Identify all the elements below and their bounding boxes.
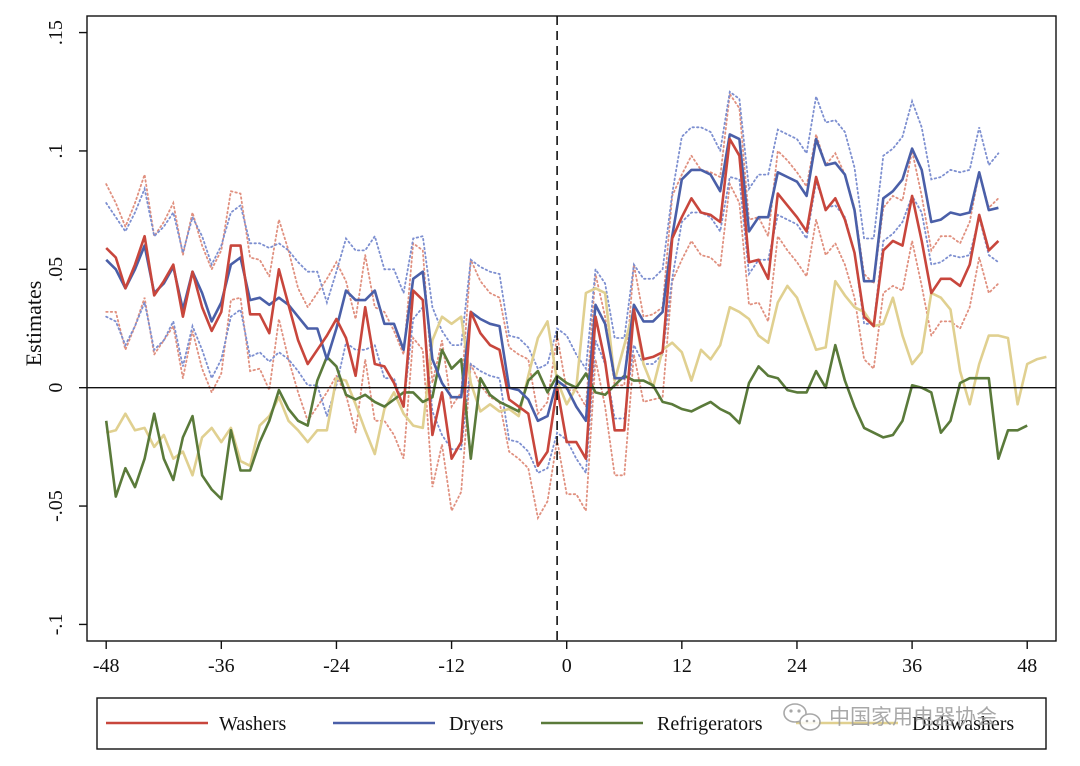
x-tick-label: -48 <box>93 655 120 677</box>
legend: Washers Dryers Refrigerators Dishwashers中国家… <box>96 697 1047 750</box>
dryers-line <box>105 133 999 423</box>
wechat-icon <box>783 703 821 731</box>
watermark: 中国家用电器协会 <box>783 703 997 731</box>
plot-frame <box>86 15 1057 642</box>
washers-ci-lower-line <box>105 181 1000 521</box>
x-tick-label: 12 <box>672 655 692 677</box>
refrigerators-legend-label: Refrigerators <box>657 713 763 735</box>
y-tick-label: -.05 <box>45 490 67 522</box>
y-tick-label: .1 <box>45 143 67 158</box>
watermark-text: 中国家用电器协会 <box>829 705 997 729</box>
y-tick-label: -.1 <box>45 614 67 636</box>
x-tick-label: 24 <box>787 655 807 677</box>
dryers-legend-label: Dryers <box>449 713 504 735</box>
dishwashers-legend-label: Dishwashers <box>912 713 1014 735</box>
y-tick-label: .15 <box>45 20 67 45</box>
y-tick-label: 0 <box>45 383 67 393</box>
x-tick-label: -36 <box>208 655 235 677</box>
x-tick-label: -12 <box>438 655 465 677</box>
x-tick-label: 0 <box>562 655 572 677</box>
x-tick-label: -24 <box>323 655 350 677</box>
y-axis-title: Estimates <box>21 281 46 367</box>
x-tick-label: 48 <box>1017 655 1037 677</box>
axes-layer: -48 -36 -24 -12 0 12 24 36 48 -.1 -.05 0 .05 .1 .15 Est… <box>21 15 1057 677</box>
refrigerators-line <box>104 343 1028 501</box>
x-tick-label: 36 <box>902 655 922 677</box>
washers-line <box>105 137 1000 468</box>
washers-legend-label: Washers <box>219 713 286 735</box>
y-tick-label: .05 <box>45 257 67 282</box>
